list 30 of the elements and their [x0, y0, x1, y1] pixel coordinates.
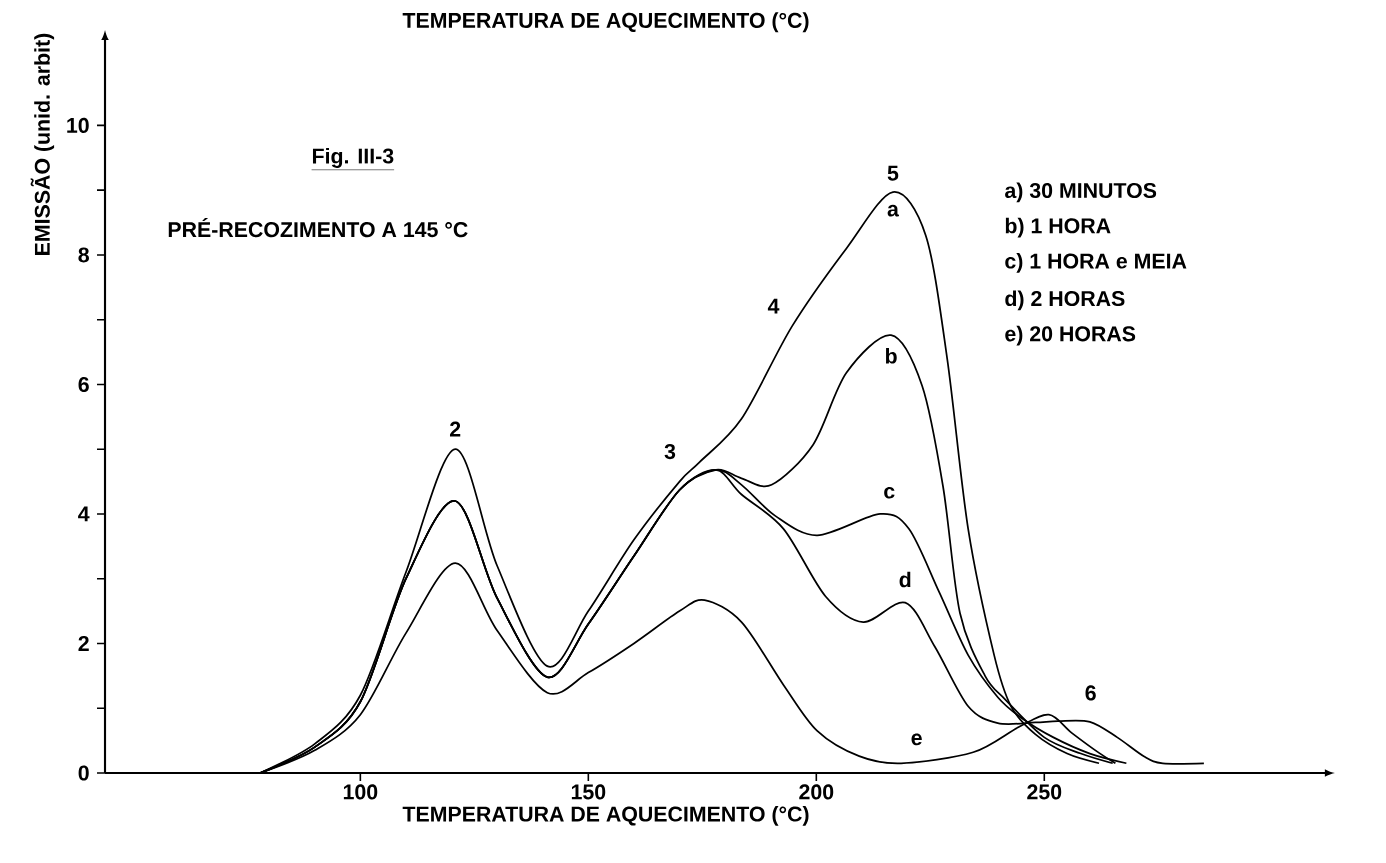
series-label: d	[899, 571, 911, 588]
annotation: Fig. III-3	[312, 147, 394, 168]
x-tick-label: 150	[571, 784, 606, 800]
annotation: PRÉ-RECOZIMENTO A 145 °C	[168, 218, 468, 238]
y-tick-label: 10	[67, 117, 89, 133]
y-tick-label: 0	[78, 765, 89, 781]
series-label: b	[885, 347, 897, 364]
series-label: e	[911, 733, 922, 746]
annotation: b) 1 HORA	[1005, 217, 1111, 238]
annotation: d) 2 HORAS	[1005, 290, 1125, 311]
annotation: 4	[767, 298, 780, 314]
y-tick-label: 6	[78, 376, 89, 392]
y-tick-label: 4	[78, 506, 90, 522]
annotation: e) 20 HORAS	[1005, 325, 1136, 346]
annotation: a) 30 MINUTOS	[1005, 182, 1157, 203]
series-label: c	[884, 486, 895, 499]
x-axis-title: TEMPERATURA DE AQUECIMENTO (°C)	[402, 805, 809, 826]
annotation: 2	[449, 421, 461, 437]
x-tick-label: 250	[1027, 784, 1062, 800]
y-tick-label: 2	[78, 636, 89, 651]
x-tick-label: 200	[799, 784, 834, 800]
annotation: 6	[1085, 685, 1096, 701]
x-tick-label: 100	[343, 784, 378, 800]
y-axis-title: EMISSÃO (unid. arbit)	[30, 33, 55, 255]
y-tick-label: 8	[78, 247, 89, 263]
annotation: c) 1 HORA e MEIA	[1005, 252, 1187, 273]
annotation: 3	[664, 444, 676, 460]
chart-title: TEMPERATURA DE AQUECIMENTO (°C)	[402, 12, 809, 33]
series-label: a	[887, 204, 899, 217]
annotation: 5	[887, 165, 899, 181]
